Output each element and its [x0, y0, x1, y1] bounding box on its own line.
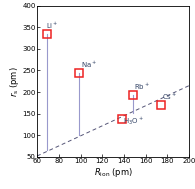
Text: Na$^+$: Na$^+$ — [81, 59, 97, 70]
Text: Li$^+$: Li$^+$ — [46, 20, 58, 31]
Text: H$_3$O$^+$: H$_3$O$^+$ — [123, 115, 144, 127]
Y-axis label: $r_{\rm s}$ (pm): $r_{\rm s}$ (pm) — [8, 66, 21, 97]
Text: Rb$^+$: Rb$^+$ — [134, 81, 150, 92]
X-axis label: $R_{\rm ion}$ (pm): $R_{\rm ion}$ (pm) — [94, 166, 133, 179]
Text: Cs$^+$: Cs$^+$ — [162, 91, 177, 101]
